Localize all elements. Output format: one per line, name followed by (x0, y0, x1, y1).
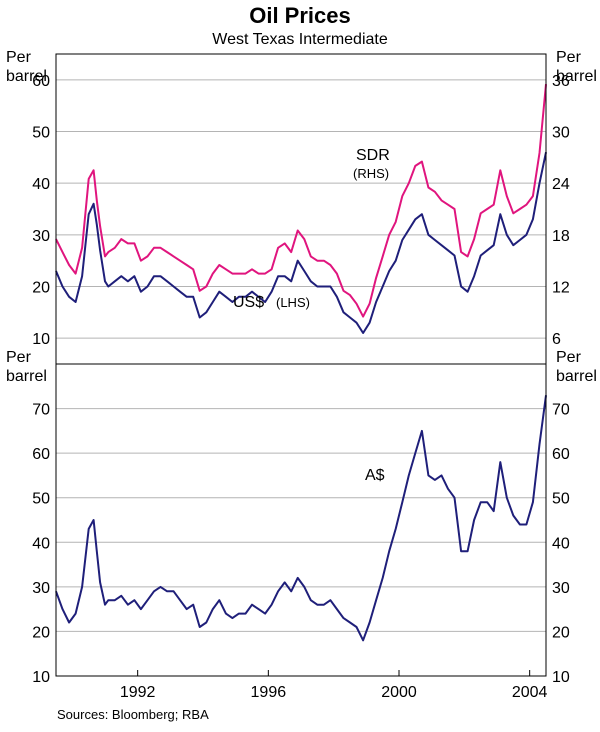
series-layer (55, 84, 547, 642)
top-right-tick-label: 36 (552, 73, 570, 90)
bottom-left-tick-label: 60 (32, 446, 50, 463)
bottom-left-tick-label: 10 (32, 669, 50, 686)
aud-series-label: A$ (365, 467, 385, 484)
sdr-series-line (55, 84, 547, 318)
top-right-unit-line2: barrel (556, 68, 597, 85)
bottom-left-tick-label: 40 (32, 535, 50, 552)
bottom-left-tick-label: 70 (32, 402, 50, 419)
bottom-right-unit-line1: Per (556, 349, 582, 366)
top-left-unit-line1: Per (6, 49, 32, 66)
bottom-right-tick-label: 20 (552, 624, 570, 641)
source-note: Sources: Bloomberg; RBA (57, 707, 209, 722)
top-right-tick-label: 30 (552, 125, 570, 142)
sdr-series-label: SDR (356, 147, 390, 164)
bottom-left-unit-line1: Per (6, 349, 32, 366)
top-left-tick-labels: 10 20 30 40 50 60 (32, 73, 50, 348)
x-tick-label: 2000 (381, 684, 417, 701)
top-left-tick-label: 40 (32, 176, 50, 193)
top-left-tick-label: 20 (32, 280, 50, 297)
top-left-tick-label: 60 (32, 73, 50, 90)
top-right-unit-line1: Per (556, 49, 582, 66)
x-tick-label: 1996 (251, 684, 287, 701)
bottom-right-tick-label: 10 (552, 669, 570, 686)
x-tick-label: 1992 (120, 684, 156, 701)
bottom-panel-gridlines (56, 408, 546, 632)
bottom-right-tick-label: 50 (552, 491, 570, 508)
usd-series-sublabel: (LHS) (276, 295, 310, 310)
aud-series-line (55, 395, 547, 642)
usd-series-label: US$ (233, 294, 264, 311)
top-right-tick-labels: 6 12 18 24 30 36 (552, 73, 570, 348)
bottom-left-tick-labels: 10 20 30 40 50 60 70 (32, 402, 50, 686)
top-right-tick-label: 12 (552, 280, 570, 297)
bottom-right-tick-label: 70 (552, 402, 570, 419)
top-right-tick-label: 18 (552, 228, 570, 245)
bottom-right-tick-label: 60 (552, 446, 570, 463)
top-right-tick-label: 24 (552, 176, 570, 193)
chart-frame (55, 53, 547, 677)
x-tick-label: 2004 (512, 684, 548, 701)
usd-series-line (55, 151, 547, 334)
bottom-right-tick-labels: 10 20 30 40 50 60 70 (552, 402, 570, 686)
bottom-left-tick-label: 30 (32, 580, 50, 597)
bottom-right-tick-label: 30 (552, 580, 570, 597)
bottom-left-tick-label: 20 (32, 624, 50, 641)
top-left-unit-line2: barrel (6, 68, 47, 85)
top-left-tick-label: 10 (32, 331, 50, 348)
x-axis-ticks: 1992 1996 2000 2004 (120, 670, 548, 701)
chart-title: Oil Prices (249, 3, 351, 28)
chart-subtitle: West Texas Intermediate (212, 31, 388, 48)
bottom-right-unit-line2: barrel (556, 368, 597, 385)
bottom-left-unit-line2: barrel (6, 368, 47, 385)
top-right-tick-label: 6 (552, 331, 561, 348)
bottom-left-tick-label: 50 (32, 491, 50, 508)
top-left-tick-label: 30 (32, 228, 50, 245)
sdr-series-sublabel: (RHS) (353, 166, 389, 181)
top-left-tick-label: 50 (32, 125, 50, 142)
bottom-right-tick-label: 40 (552, 535, 570, 552)
